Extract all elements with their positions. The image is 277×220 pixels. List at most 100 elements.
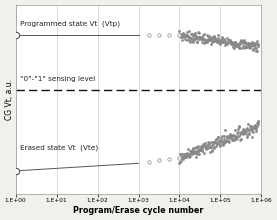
Point	[244, 130, 248, 134]
Point	[147, 160, 151, 164]
Point	[196, 148, 201, 152]
Point	[195, 152, 199, 156]
Point	[201, 144, 206, 147]
Point	[243, 127, 248, 131]
Point	[177, 29, 182, 33]
Point	[237, 46, 242, 50]
Point	[253, 128, 258, 131]
Point	[230, 139, 234, 142]
Point	[255, 49, 260, 53]
Point	[230, 44, 235, 47]
Point	[197, 31, 202, 35]
Point	[213, 141, 218, 145]
Point	[220, 35, 225, 39]
Point	[218, 139, 222, 142]
Point	[240, 133, 245, 136]
Point	[209, 36, 213, 40]
Point	[215, 135, 220, 138]
Point	[186, 34, 190, 38]
Point	[179, 34, 184, 37]
Point	[147, 33, 151, 37]
Point	[198, 36, 202, 40]
Point	[179, 154, 184, 158]
Point	[193, 149, 197, 152]
Point	[245, 127, 249, 130]
Point	[249, 45, 253, 48]
Point	[242, 46, 246, 50]
Point	[253, 42, 258, 45]
Point	[209, 140, 213, 144]
Point	[187, 35, 191, 38]
Point	[206, 38, 210, 42]
Point	[178, 160, 183, 163]
Point	[256, 42, 260, 46]
Point	[179, 35, 183, 39]
Point	[188, 150, 192, 153]
Point	[235, 42, 240, 46]
Point	[244, 45, 249, 48]
Point	[207, 142, 211, 146]
Point	[208, 36, 212, 39]
Point	[207, 145, 212, 149]
Point	[223, 39, 227, 43]
Point	[192, 32, 196, 35]
Point	[218, 43, 222, 46]
Point	[234, 44, 239, 48]
Point	[181, 158, 186, 161]
Point	[242, 129, 246, 132]
Point	[232, 44, 236, 48]
Point	[243, 129, 248, 132]
Point	[226, 139, 230, 143]
Point	[256, 44, 261, 48]
Point	[247, 41, 252, 44]
Point	[206, 140, 210, 144]
Point	[235, 134, 239, 138]
Point	[193, 33, 198, 37]
Point	[253, 125, 257, 128]
Point	[187, 152, 192, 155]
Point	[233, 40, 238, 44]
Point	[197, 37, 201, 41]
Point	[194, 149, 199, 152]
Point	[184, 154, 189, 157]
Point	[248, 42, 253, 45]
Point	[235, 130, 240, 133]
Point	[190, 148, 194, 151]
Point	[201, 41, 206, 45]
Point	[234, 137, 238, 141]
Point	[211, 140, 215, 144]
Point	[199, 37, 204, 41]
Point	[230, 137, 234, 140]
Point	[216, 140, 220, 144]
Point	[183, 35, 187, 38]
Point	[198, 148, 202, 152]
Point	[202, 151, 206, 155]
Point	[181, 35, 186, 39]
Point	[204, 40, 208, 43]
Point	[217, 142, 221, 145]
Point	[227, 136, 231, 139]
Point	[233, 43, 237, 46]
Point	[247, 131, 251, 135]
Point	[229, 136, 233, 139]
Point	[210, 143, 215, 147]
Point	[206, 34, 211, 37]
Point	[186, 35, 190, 39]
Point	[207, 34, 211, 37]
Point	[237, 124, 241, 127]
Point	[239, 131, 243, 134]
Point	[213, 37, 218, 40]
Point	[213, 37, 217, 40]
Point	[238, 39, 243, 43]
Point	[209, 36, 214, 39]
Point	[222, 37, 226, 40]
Point	[191, 38, 196, 42]
Point	[204, 144, 208, 148]
Point	[228, 133, 232, 136]
Point	[206, 146, 211, 150]
Point	[246, 128, 251, 131]
Point	[245, 133, 250, 137]
Point	[197, 148, 202, 152]
Point	[242, 41, 247, 45]
Point	[251, 47, 255, 51]
